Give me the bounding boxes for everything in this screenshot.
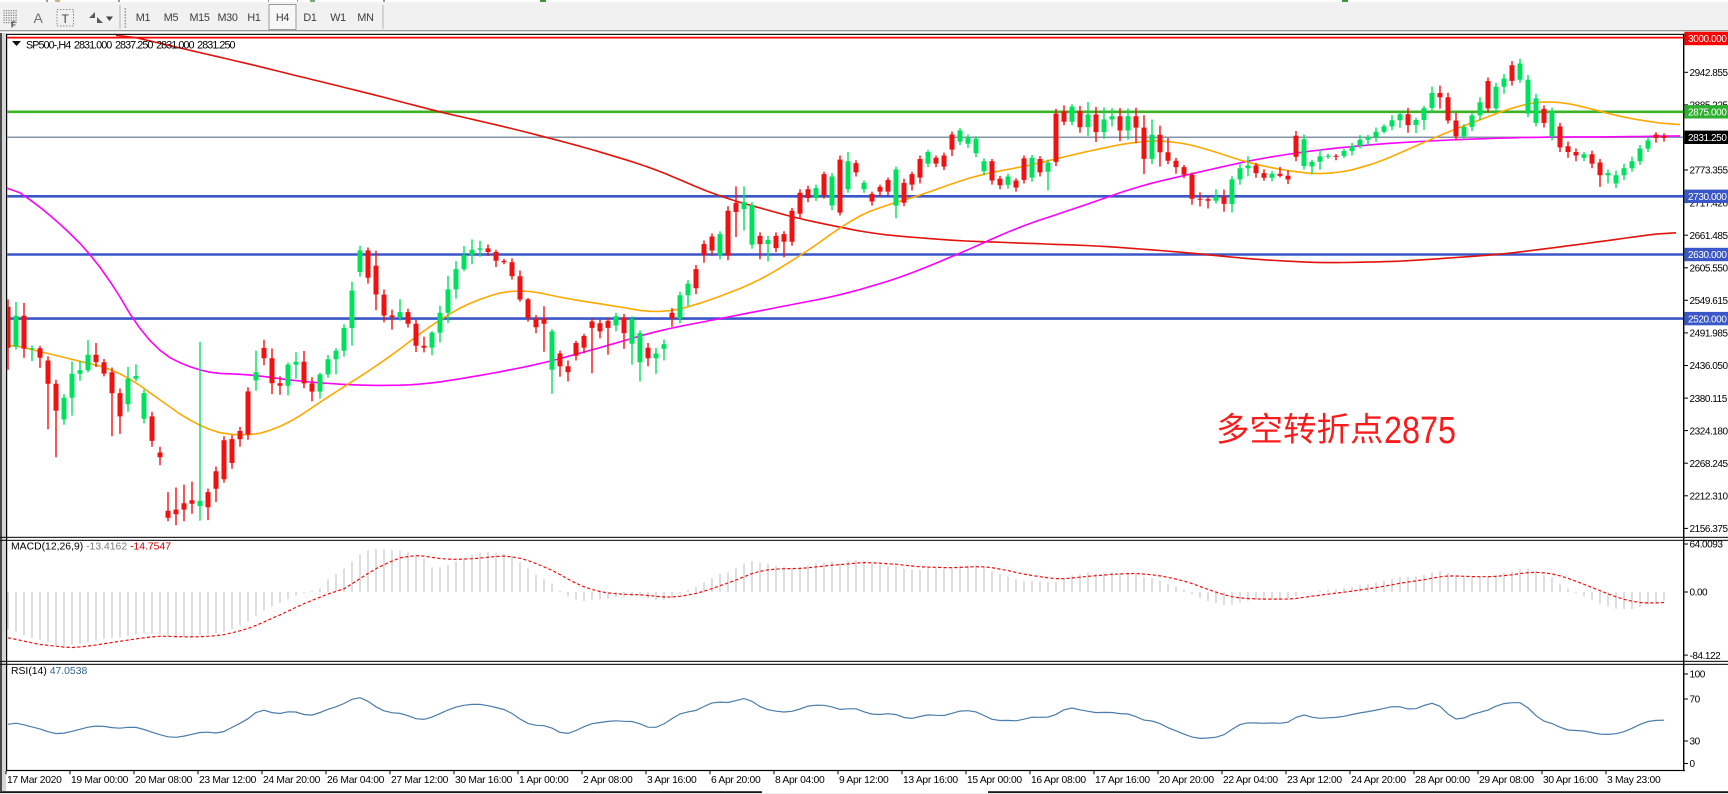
svg-text:RSI(14) 47.0538: RSI(14) 47.0538 [11,666,87,677]
svg-text:0: 0 [1690,759,1696,770]
svg-text:1 Apr 00:00: 1 Apr 00:00 [519,775,569,786]
svg-text:100: 100 [1690,670,1706,681]
svg-text:2831.250: 2831.250 [1688,133,1727,144]
svg-text:26 Mar 04:00: 26 Mar 04:00 [327,775,385,786]
svg-text:MN: MN [357,12,373,24]
svg-text:13 Apr 16:00: 13 Apr 16:00 [903,775,958,786]
svg-text:20 Apr 20:00: 20 Apr 20:00 [1159,775,1214,786]
svg-text:MACD(12,26,9) -13.4162 -14.754: MACD(12,26,9) -13.4162 -14.7547 [11,542,171,553]
svg-text:2549.615: 2549.615 [1690,296,1728,307]
svg-text:30 Apr 16:00: 30 Apr 16:00 [1543,775,1598,786]
svg-text:22 Apr 04:00: 22 Apr 04:00 [1223,775,1278,786]
svg-text:0.00: 0.00 [1690,588,1709,599]
svg-text:64.0093: 64.0093 [1690,540,1724,551]
svg-text:17 Apr 16:00: 17 Apr 16:00 [1095,775,1150,786]
svg-text:2212.310: 2212.310 [1690,492,1728,503]
svg-text:2875: 2875 [1384,410,1456,452]
svg-text:30: 30 [1690,737,1701,748]
svg-text:27 Mar 12:00: 27 Mar 12:00 [391,775,449,786]
svg-text:6 Apr 20:00: 6 Apr 20:00 [711,775,761,786]
svg-text:20 Mar 08:00: 20 Mar 08:00 [135,775,193,786]
svg-text:2661.485: 2661.485 [1690,231,1728,242]
svg-text:W1: W1 [330,12,346,24]
svg-text:70: 70 [1690,695,1701,706]
svg-text:28 Apr 00:00: 28 Apr 00:00 [1415,775,1470,786]
svg-text:23 Mar 12:00: 23 Mar 12:00 [199,775,257,786]
svg-text:2491.985: 2491.985 [1690,329,1728,340]
svg-text:2717.420: 2717.420 [1690,198,1728,209]
svg-text:16 Apr 08:00: 16 Apr 08:00 [1031,775,1086,786]
svg-text:2875.000: 2875.000 [1688,108,1727,119]
svg-text:24 Apr 20:00: 24 Apr 20:00 [1351,775,1406,786]
svg-text:30 Mar 16:00: 30 Mar 16:00 [455,775,513,786]
svg-text:D1: D1 [303,12,316,24]
svg-text:M5: M5 [164,12,179,24]
svg-text:H1: H1 [247,12,260,24]
svg-text:9 Apr 12:00: 9 Apr 12:00 [839,775,889,786]
svg-text:15 Apr 00:00: 15 Apr 00:00 [967,775,1022,786]
svg-text:3000.000: 3000.000 [1688,34,1727,45]
svg-text:2380.115: 2380.115 [1690,394,1728,405]
svg-text:F: F [11,21,16,30]
svg-text:29 Apr 08:00: 29 Apr 08:00 [1479,775,1534,786]
svg-text:2 Apr 08:00: 2 Apr 08:00 [583,775,633,786]
svg-text:17 Mar 2020: 17 Mar 2020 [7,775,62,786]
svg-text:H4: H4 [276,12,289,24]
svg-text:SP500-,H4 2831.000 2837.250 2: SP500-,H4 2831.000 2837.250 2831.000 283… [26,40,236,52]
svg-text:2520.000: 2520.000 [1688,314,1727,325]
svg-text:19 Mar 00:00: 19 Mar 00:00 [71,775,129,786]
svg-text:2605.550: 2605.550 [1690,263,1728,274]
svg-text:2942.855: 2942.855 [1690,68,1728,79]
svg-text:2730.000: 2730.000 [1688,192,1727,203]
svg-text:2324.180: 2324.180 [1690,426,1728,437]
svg-text:2268.245: 2268.245 [1690,459,1728,470]
svg-text:8 Apr 04:00: 8 Apr 04:00 [775,775,825,786]
svg-text:2156.375: 2156.375 [1690,524,1728,535]
svg-text:M30: M30 [217,12,237,24]
svg-text:-84.122: -84.122 [1690,651,1722,662]
svg-text:2773.355: 2773.355 [1690,166,1728,177]
svg-text:2436.050: 2436.050 [1690,361,1728,372]
svg-text:M15: M15 [189,12,209,24]
svg-text:M1: M1 [136,12,151,24]
svg-text:T: T [62,12,70,26]
svg-text:3 May 23:00: 3 May 23:00 [1607,775,1661,786]
svg-text:24 Mar 20:00: 24 Mar 20:00 [263,775,321,786]
svg-text:2630.000: 2630.000 [1688,250,1727,261]
svg-text:23 Apr 12:00: 23 Apr 12:00 [1287,775,1342,786]
svg-text:3 Apr 16:00: 3 Apr 16:00 [647,775,697,786]
svg-text:A: A [34,10,44,26]
